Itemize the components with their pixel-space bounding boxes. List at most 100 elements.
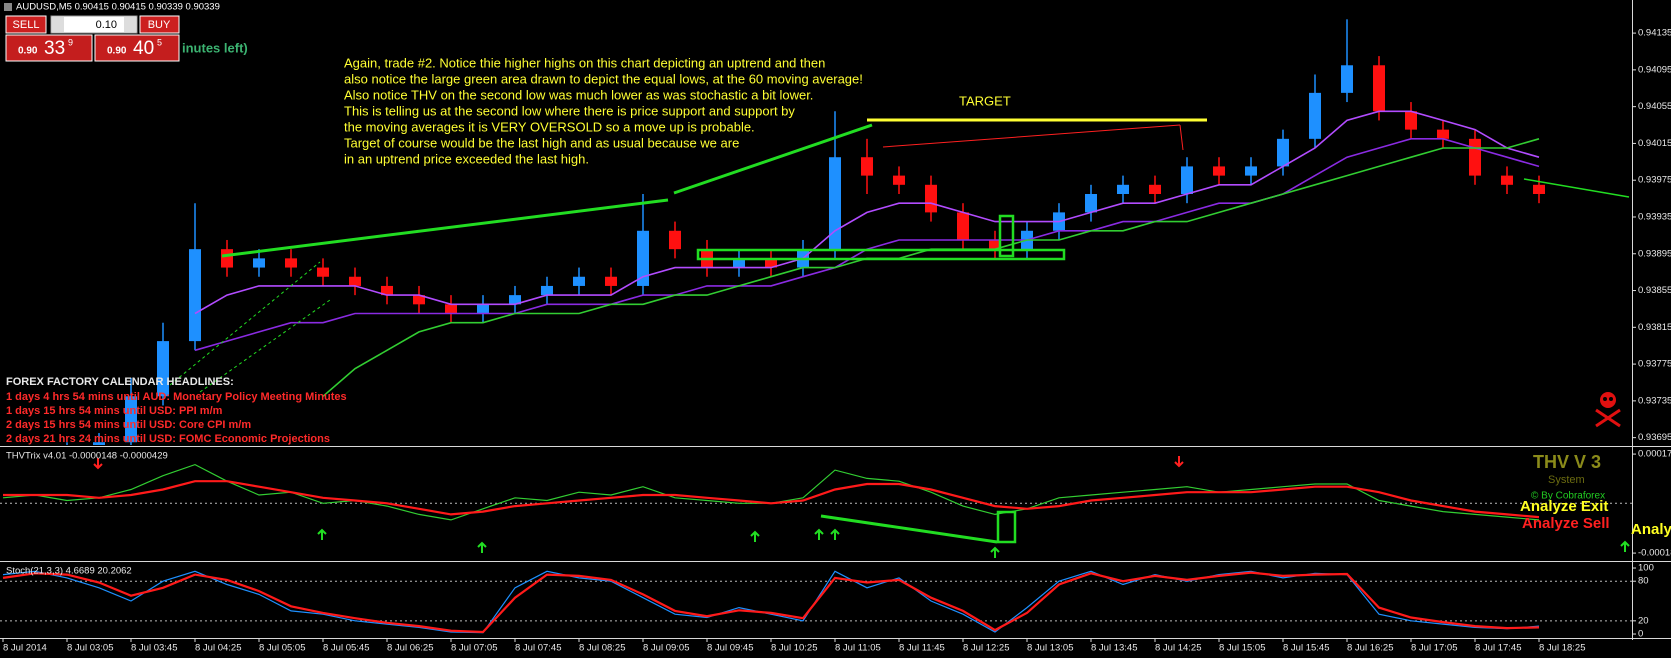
candle-body [1405,111,1417,130]
candle-body [381,285,393,296]
headline: 2 days 15 hrs 54 mins until USD: Core CP… [6,419,251,431]
ask-box[interactable] [94,34,180,62]
note-line: also notice the large green area drawn t… [344,71,863,86]
y-tick-label: 0.94015 [1638,138,1671,149]
sell-button[interactable] [5,15,47,34]
trend-line [221,198,669,258]
candle-body [1373,65,1385,112]
analyze-cut: Analy [1631,521,1671,538]
candle-body [285,258,297,268]
candle-body [1469,138,1481,176]
note-line: This is telling us at the second low whe… [344,103,795,118]
trix-title: THVTrix v4.01 -0.0000148 -0.0000429 [6,451,168,462]
brand-system: System [1548,474,1585,486]
ask-big: 0.90 [107,46,127,57]
headline: 1 days 15 hrs 54 mins until USD: PPI m/m [6,405,223,417]
note-line: Target of course would be the last high … [344,135,739,150]
candle-body [1437,129,1449,139]
y-tick-label: 0.93735 [1638,395,1671,406]
x-tick-label: 8 Jul 03:45 [131,643,177,654]
y-tick-label: 0.93975 [1638,175,1671,186]
x-tick-label: 8 Jul 11:05 [835,643,881,654]
headlines-title: FOREX FACTORY CALENDAR HEADLINES: [6,376,234,388]
candle-body [1277,138,1289,167]
y-tick-label: 0.000178 [1638,449,1671,460]
lot-input[interactable] [50,15,138,34]
x-tick-label: 8 Jul 17:45 [1475,643,1521,654]
y-tick-label: 100 [1638,563,1654,574]
candle-body [605,276,617,286]
low-box [998,214,1015,258]
y-tick-label: -0.00018 [1638,548,1671,559]
candle-body [221,249,233,268]
bid-point: 9 [68,37,73,47]
dashed-line [169,261,321,386]
candle-body [829,157,841,250]
skull-eye [1603,397,1607,401]
candle-body [1245,166,1257,176]
bid-box[interactable] [5,34,93,62]
candle-body [893,175,905,185]
analyze-exit: Analyze Exit [1520,498,1608,515]
red-line [882,124,1181,148]
indicator-line [3,480,1540,519]
indicator-line [2,571,1540,634]
x-tick-label: 8 Jul 07:45 [515,643,561,654]
x-tick-label: 8 Jul 09:45 [707,643,753,654]
ask-pips: 40 [133,38,154,59]
candle-body [573,276,585,286]
equal-lows-zone [696,248,1066,261]
x-tick-label: 8 Jul 08:25 [579,643,625,654]
candle-body [477,304,489,314]
candle-body [1309,92,1321,139]
candle-body [317,267,329,277]
trend-line [1523,178,1630,198]
candle-body [957,212,969,240]
up-arrow [830,528,840,540]
buy-button[interactable] [139,15,180,34]
y-tick-label: 0.93695 [1638,432,1671,443]
y-tick-label: 0.93775 [1638,359,1671,370]
down-arrow [93,458,103,470]
x-tick-label: 8 Jul 15:05 [1219,643,1265,654]
up-arrow [814,528,824,540]
crossbones [1595,408,1621,428]
buy-label[interactable]: BUY [148,19,171,31]
candle-body [669,230,681,250]
symbol-title: AUDUSD,M5 0.90415 0.90415 0.90339 0.9033… [16,2,220,13]
candle-body [861,157,873,176]
stoch-title: Stoch(21,3,3) 4.6689 20.2062 [6,566,132,577]
spin-up[interactable] [124,17,136,32]
annotations [169,118,1630,544]
y-tick-label: 0.93895 [1638,248,1671,259]
candle-body [1341,65,1353,93]
y-tick-label: 0.94135 [1638,28,1671,39]
dashed-line [199,299,331,393]
x-tick-label: 8 Jul 05:45 [323,643,369,654]
x-tick-label: 8 Jul 16:25 [1347,643,1393,654]
x-tick-label: 8 Jul 15:45 [1283,643,1329,654]
candle-body [1117,184,1129,194]
candle-body [541,285,553,296]
brand-credit: © By Cobraforex [1531,491,1605,502]
headline: 1 days 4 hrs 54 mins until AUD: Monetary… [6,391,347,403]
candle-body [637,230,649,286]
up-arrow [750,530,760,542]
candle-body [349,276,361,286]
indicator-line [2,570,1540,634]
sell-label[interactable]: SELL [13,19,40,31]
spin-down[interactable] [52,17,64,32]
candle-body [765,258,777,268]
note-line: the moving averages it is VERY OVERSOLD … [344,119,755,134]
candle-body [1149,184,1161,194]
candle-body [157,341,169,397]
timer: inutes left) [182,40,248,55]
x-tick-label: 8 Jul 11:45 [899,643,945,654]
x-tick-label: 8 Jul 04:25 [195,643,241,654]
x-tick-label: 8 Jul 12:25 [963,643,1009,654]
target-label: TARGET [959,93,1011,108]
lot-size: 0.10 [96,19,117,31]
brand-name: THV V 3 [1533,452,1601,472]
symbol-icon [4,3,12,11]
